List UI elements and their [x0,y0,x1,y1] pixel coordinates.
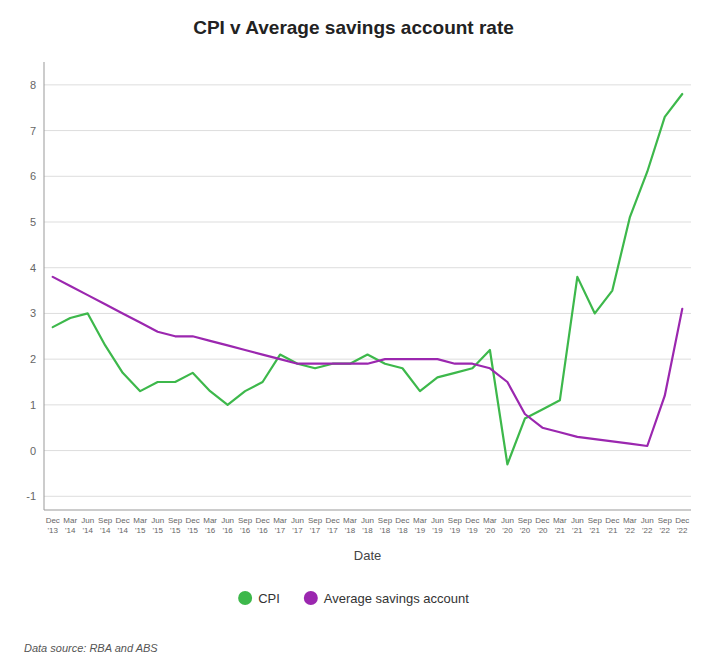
grid [44,85,691,496]
legend-label: CPI [258,591,280,606]
x-tick-label: Sep'16 [238,516,253,535]
x-tick-label: Mar'19 [413,516,427,535]
y-axis-line [44,62,45,510]
x-tick-label: Sep'21 [588,516,603,535]
x-tick-label: Mar'15 [133,516,147,535]
grid-line [44,176,691,177]
x-tick-label: Jun'15 [151,516,164,535]
x-tick-label: Jun'17 [291,516,304,535]
grid-line [44,450,691,451]
x-tick-label: Sep'22 [658,516,673,535]
x-tick-label: Mar'17 [273,516,287,535]
x-tick-label: Dec'14 [116,516,130,535]
x-tick-label: Dec'16 [255,516,269,535]
y-tick-label: 3 [30,307,36,319]
grid-line [44,222,691,223]
line [53,94,683,464]
x-tick-label: Jun'21 [571,516,584,535]
x-tick-label: Sep'14 [98,516,113,535]
grid-line [44,404,691,405]
y-tick-label: 5 [30,216,36,228]
x-axis-label: Date [354,548,381,563]
x-tick-label: Sep'15 [168,516,183,535]
y-tick-label: 6 [30,170,36,182]
x-tick-label: Mar'14 [63,516,77,535]
x-tick-label: Sep'19 [448,516,463,535]
x-tick-label: Mar'18 [343,516,357,535]
x-tick-label: Sep'18 [378,516,393,535]
source-note: Data source: RBA and ABS [24,642,158,654]
x-tick-label: Jun'14 [81,516,94,535]
x-tick-label: Dec'18 [395,516,409,535]
grid-line [44,84,691,85]
x-tick-label: Sep'17 [308,516,323,535]
legend-label: Average savings account [324,591,469,606]
x-tick-label: Mar'16 [203,516,217,535]
y-tick-label: -1 [26,490,36,502]
grid-line [44,267,691,268]
title: CPI v Average savings account rate [193,17,514,38]
x-tick-label: Dec'21 [605,516,619,535]
x-tick-label: Jun'22 [641,516,654,535]
chart: CPI v Average savings account rate -1 0 1 2 3… [0,0,707,670]
x-tick-label: Dec'22 [675,516,689,535]
legend-swatch [238,591,252,605]
y-tick-label: 2 [30,353,36,365]
x-tick-label: Mar'22 [623,516,637,535]
grid-line [44,496,691,497]
x-tick-label: Mar'21 [553,516,567,535]
y-tick-label: 8 [30,79,36,91]
x-tick-label: Jun'20 [501,516,514,535]
grid-line [44,359,691,360]
x-tick-label: Dec'15 [186,516,200,535]
x-tick-label: Dec'13 [46,516,60,535]
x-tick-label: Sep'20 [518,516,533,535]
x-tick-label: Jun'18 [361,516,374,535]
line [53,277,683,446]
x-tick-label: Mar'20 [483,516,497,535]
grid-line [44,130,691,131]
y-tick-label: 4 [30,262,36,274]
y-tick-label: 1 [30,399,36,411]
x-tick-label: Dec'20 [535,516,549,535]
series-group [53,94,683,464]
x-tick-label: Dec'19 [465,516,479,535]
y-tick-label: 7 [30,125,36,137]
legend: CPI Average savings account [238,591,469,606]
x-tick-label: Dec'17 [325,516,339,535]
legend-swatch [304,591,318,605]
x-tick-label: Jun'16 [221,516,234,535]
x-axis-line [44,510,691,511]
y-tick-label: 0 [30,445,36,457]
x-tick-label: Jun'19 [431,516,444,535]
